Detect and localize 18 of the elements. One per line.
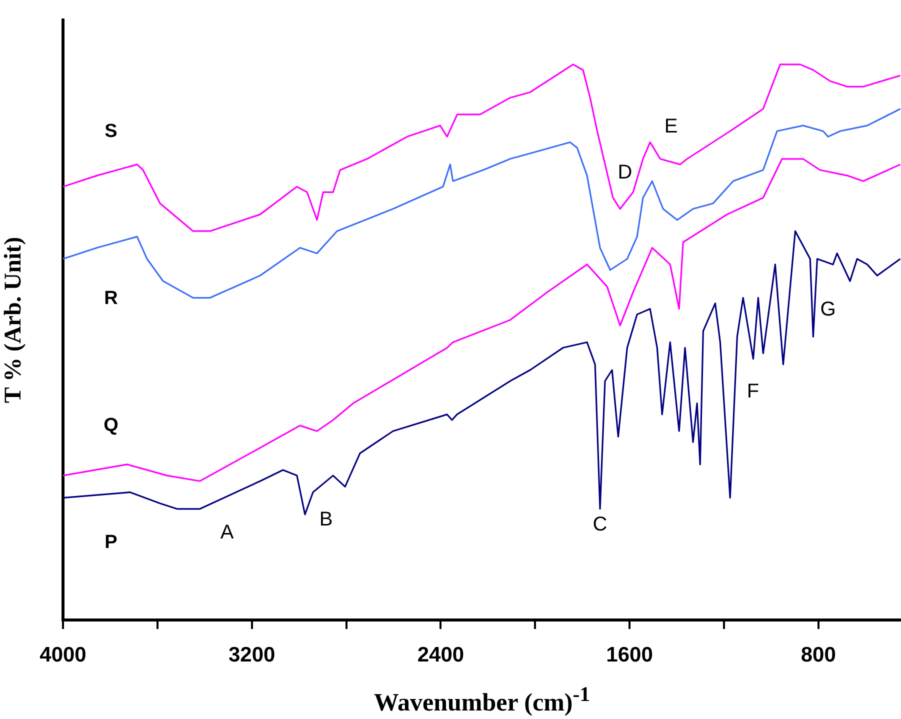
series-label: S	[104, 120, 118, 142]
y-axis-title: T % (Arb. Unit)	[0, 236, 27, 404]
annotation: E	[664, 116, 678, 138]
x-tick-label: 1600	[606, 643, 653, 666]
annotation: G	[820, 298, 836, 321]
x-axis-title: Wavenumber (cm)$^{-1}$	[372, 682, 592, 718]
annotation: B	[319, 508, 333, 531]
annotation: A	[220, 522, 234, 544]
annotation: D	[618, 162, 632, 184]
annotation: C	[592, 514, 608, 536]
x-tick-label: 2400	[417, 643, 464, 666]
series-label: P	[104, 532, 118, 554]
x-tick-label: 3200	[228, 643, 276, 666]
x-tick-label: 800	[800, 643, 836, 666]
text: R	[104, 288, 118, 310]
annotation: F	[746, 380, 760, 403]
series-label: Q	[104, 414, 118, 436]
x-tick-label: 4000	[40, 643, 86, 666]
